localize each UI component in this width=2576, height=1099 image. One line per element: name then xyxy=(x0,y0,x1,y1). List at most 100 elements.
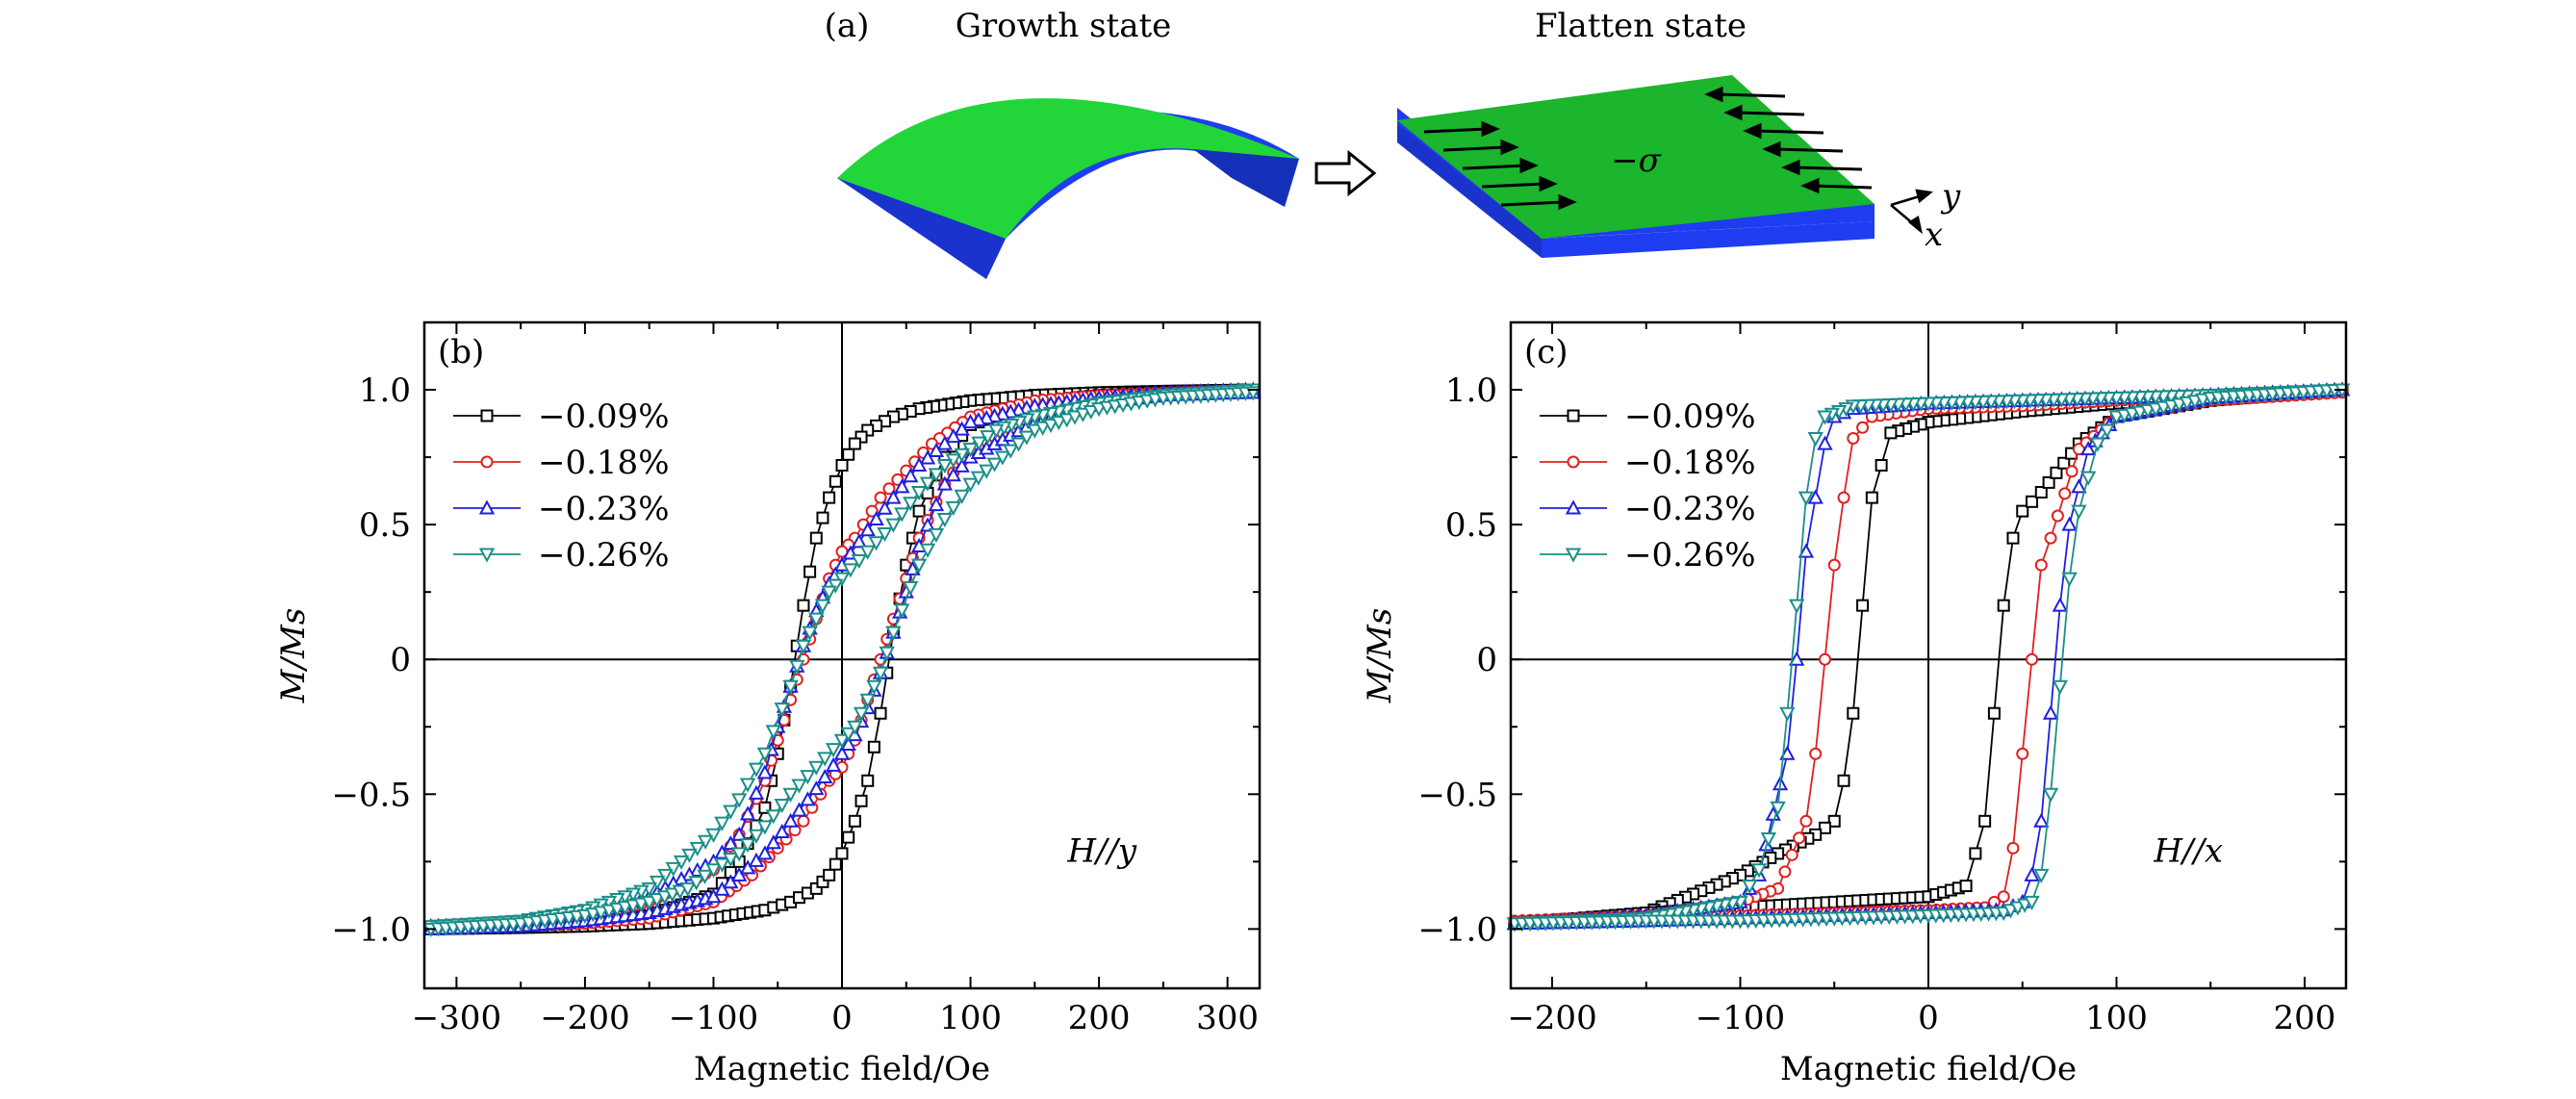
data-point xyxy=(2051,509,2064,523)
panel-a-label: (a) xyxy=(825,7,870,45)
data-point xyxy=(833,745,851,760)
data-point xyxy=(851,533,867,549)
data-point xyxy=(825,756,842,772)
data-point xyxy=(593,906,609,921)
data-point xyxy=(609,902,625,917)
y-tick-label: −1.0 xyxy=(1417,910,1497,949)
data-point xyxy=(730,793,748,808)
data-point xyxy=(1788,651,1805,666)
data-point xyxy=(2058,487,2072,500)
data-point xyxy=(600,904,618,919)
data-point xyxy=(919,517,936,532)
x-tick-label: −200 xyxy=(540,999,629,1037)
data-point xyxy=(617,901,633,916)
data-point xyxy=(928,442,945,458)
panel-label: (c) xyxy=(1524,333,1569,371)
data-point xyxy=(756,747,774,762)
x-axis-label: Magnetic field/Oe xyxy=(694,1050,990,1088)
data-point xyxy=(903,497,919,512)
data-point xyxy=(1997,890,2010,904)
data-point xyxy=(859,545,876,560)
data-point xyxy=(739,805,756,821)
data-point xyxy=(912,504,926,518)
x-tick-label: −100 xyxy=(669,999,758,1037)
data-point xyxy=(765,834,781,850)
data-point xyxy=(791,779,807,794)
legend-label: −0.18% xyxy=(1624,444,1756,482)
data-point xyxy=(1075,407,1091,422)
data-point xyxy=(854,430,868,444)
data-point xyxy=(1083,404,1099,421)
data-point xyxy=(954,421,970,436)
data-point xyxy=(877,499,893,515)
data-point xyxy=(823,868,836,882)
data-point xyxy=(833,733,851,749)
data-point xyxy=(1750,863,1768,879)
data-point xyxy=(962,477,979,493)
data-point xyxy=(774,703,790,718)
data-point xyxy=(1827,558,1841,572)
data-point xyxy=(861,423,875,437)
data-point xyxy=(840,735,856,751)
data-point xyxy=(649,893,665,908)
legend-marker xyxy=(1567,409,1580,422)
data-point xyxy=(2071,504,2087,520)
data-point xyxy=(979,464,995,479)
data-point xyxy=(823,491,836,504)
data-point xyxy=(657,868,674,883)
data-point xyxy=(1798,491,1815,506)
data-point xyxy=(2042,787,2059,803)
legend-entry-4: −0.26% xyxy=(1540,536,1756,575)
x-tick-label: 200 xyxy=(1068,999,1131,1037)
data-point xyxy=(1042,418,1059,434)
axis-y-label: y xyxy=(1940,177,1961,216)
data-point xyxy=(842,447,855,461)
growth-state-film xyxy=(837,98,1299,279)
flatten-state-film xyxy=(1397,75,1875,258)
data-point xyxy=(835,458,849,472)
legend-marker xyxy=(1565,499,1582,515)
x-tick-label: 100 xyxy=(2085,999,2148,1037)
x-tick-label: 200 xyxy=(2274,999,2336,1037)
data-point xyxy=(2050,466,2063,479)
x-tick-label: 100 xyxy=(939,999,1002,1037)
data-point xyxy=(865,504,879,518)
data-point xyxy=(739,778,756,793)
legend-marker xyxy=(478,499,496,515)
data-point xyxy=(936,458,954,474)
data-point xyxy=(714,857,730,873)
data-point xyxy=(1034,421,1051,436)
data-point xyxy=(585,907,601,923)
data-point xyxy=(1807,431,1824,447)
data-point xyxy=(2042,475,2055,489)
data-point xyxy=(833,572,851,587)
data-point xyxy=(945,500,961,516)
legend-label: −0.18% xyxy=(538,444,670,482)
data-point xyxy=(1969,847,1982,860)
data-point xyxy=(1010,437,1027,452)
data-point xyxy=(885,626,902,641)
data-point xyxy=(723,805,739,820)
data-point xyxy=(739,859,756,875)
data-point xyxy=(803,565,817,578)
y-tick-label: 1.0 xyxy=(1445,371,1497,410)
legend-entry-1: −0.09% xyxy=(1540,397,1756,436)
data-point xyxy=(954,457,970,473)
data-point xyxy=(970,471,987,486)
data-point xyxy=(2024,895,2040,910)
data-point xyxy=(828,578,844,594)
data-point xyxy=(817,752,833,767)
legend-label: −0.26% xyxy=(1624,536,1756,575)
data-point xyxy=(1997,599,2010,612)
data-point xyxy=(1799,814,1813,828)
data-point xyxy=(866,679,882,695)
data-point xyxy=(919,543,936,558)
x-tick-label: −100 xyxy=(1696,999,1785,1037)
data-point xyxy=(840,727,856,742)
data-point xyxy=(842,831,855,844)
data-point xyxy=(1760,832,1777,848)
data-point xyxy=(730,866,748,882)
data-point xyxy=(928,496,945,512)
data-point xyxy=(1837,491,1850,504)
panel-label: (b) xyxy=(438,333,484,371)
